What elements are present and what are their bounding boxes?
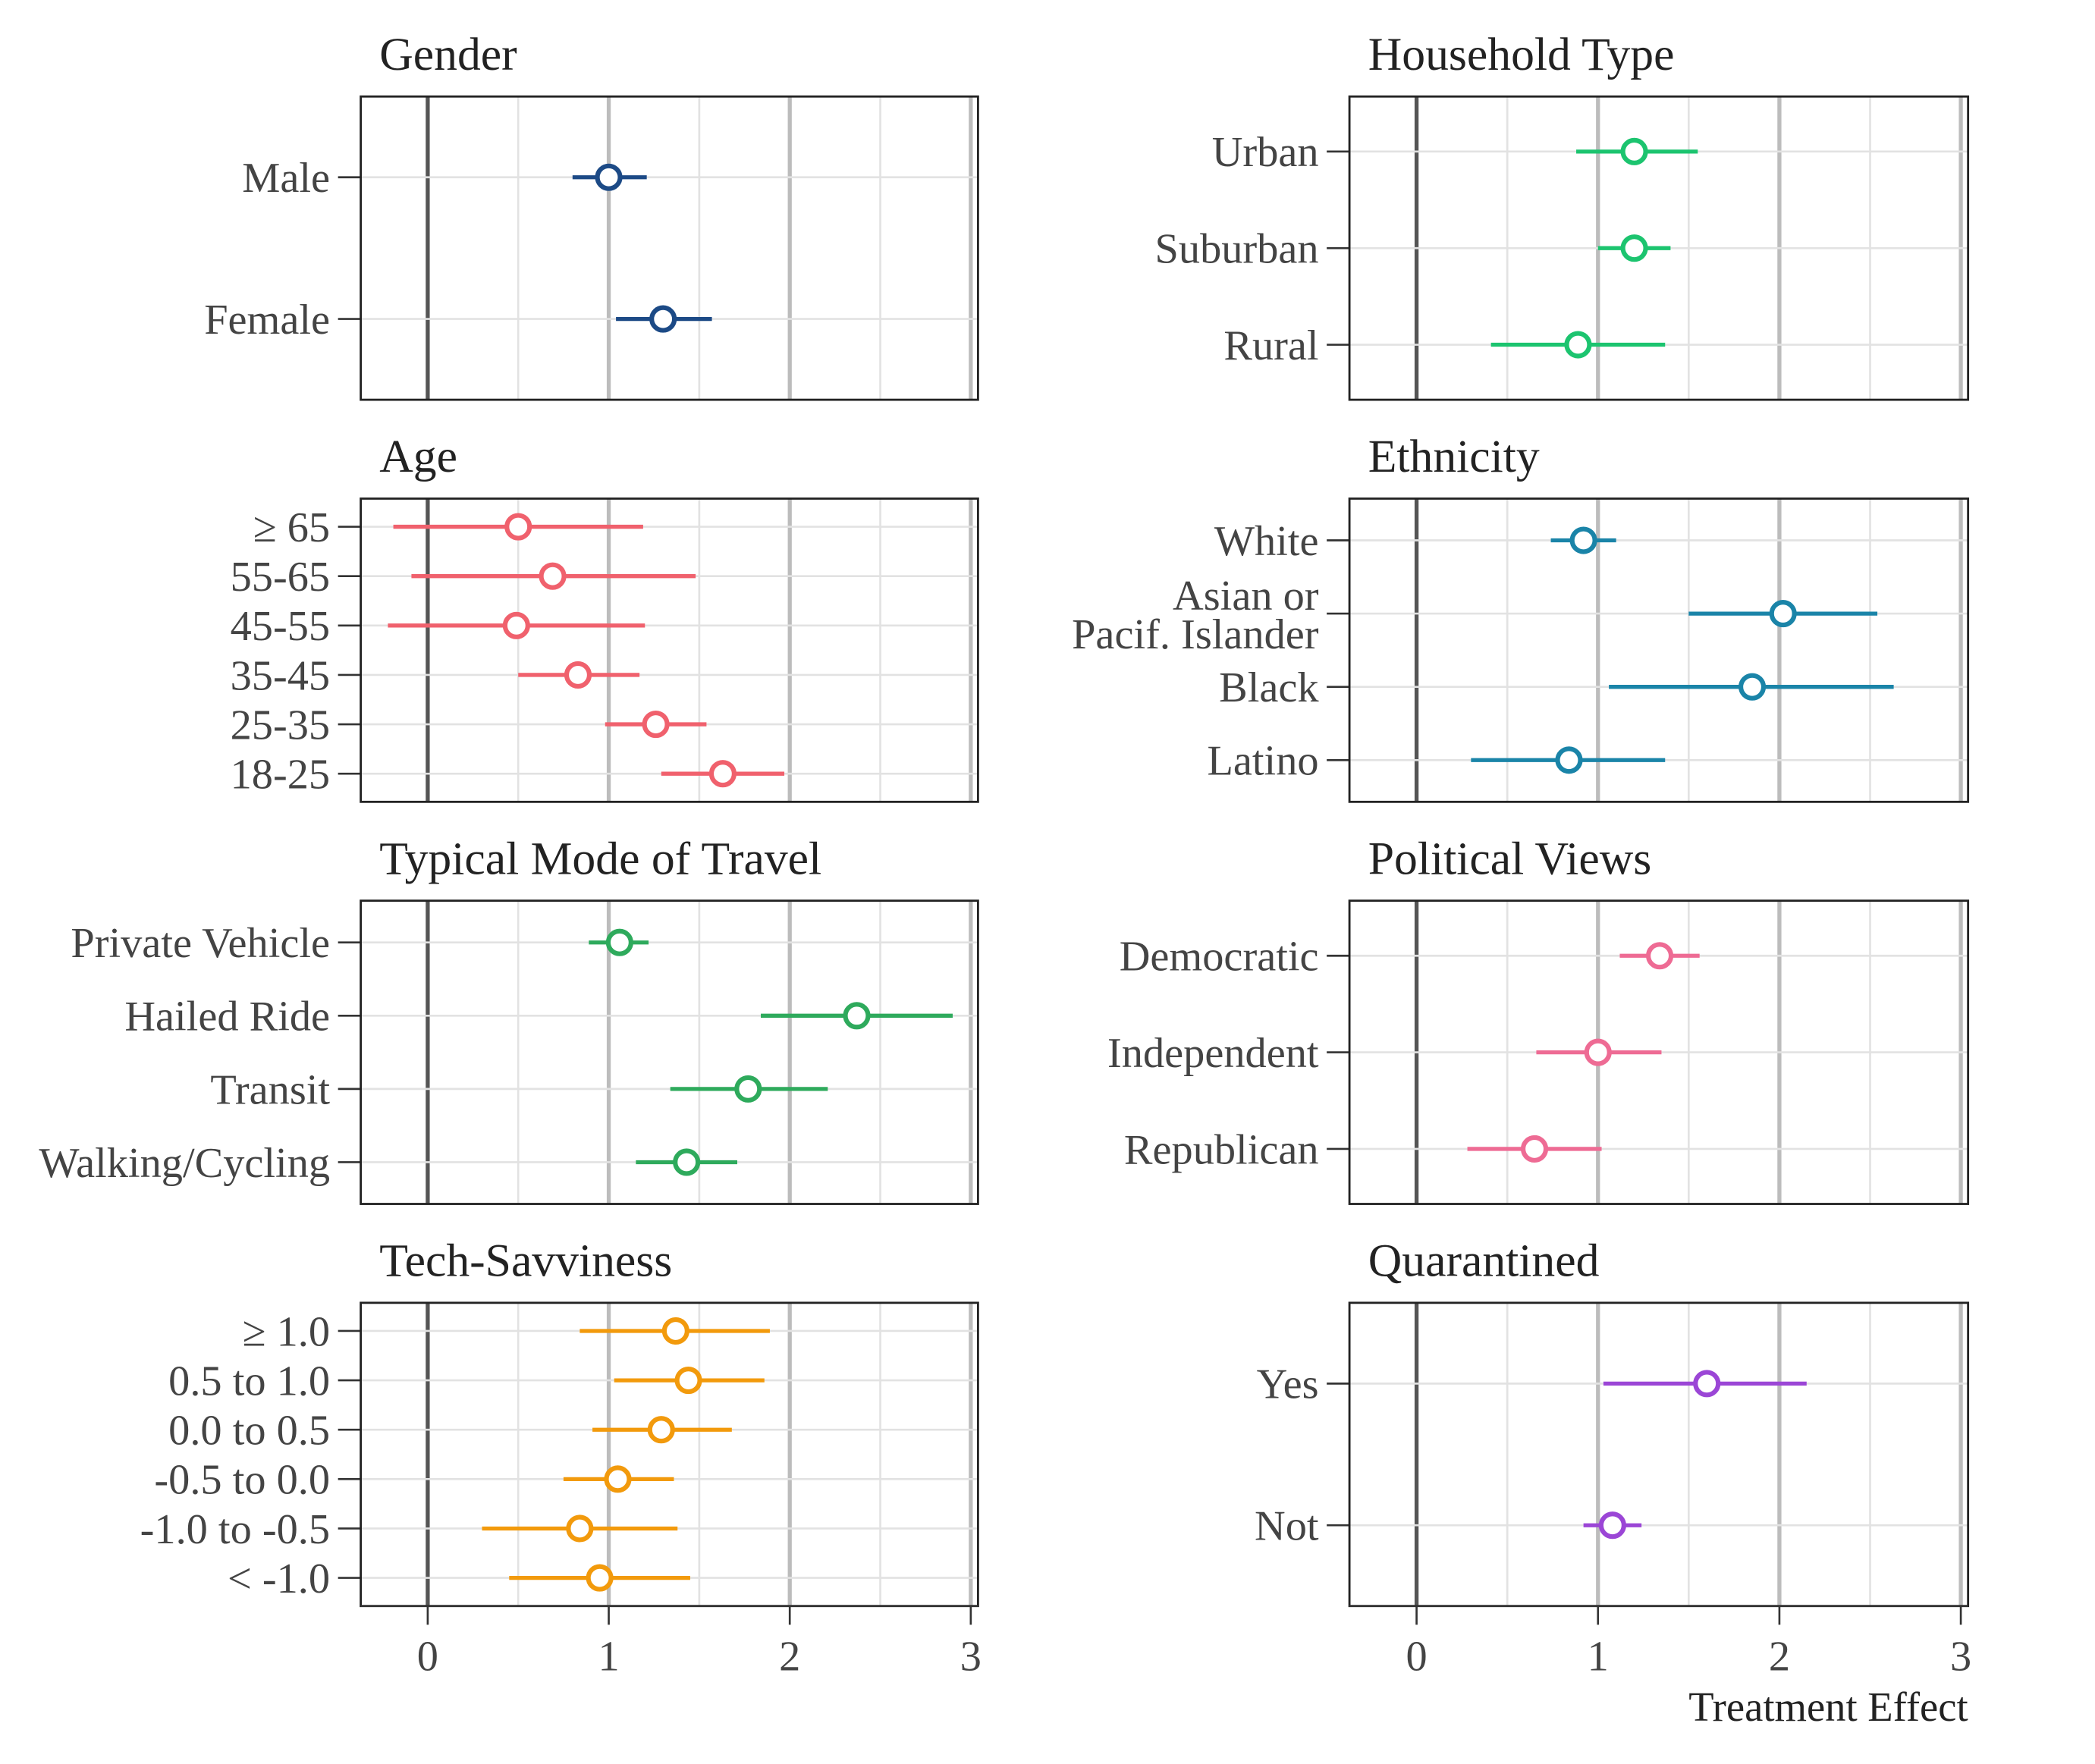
y-tick-label-line: Asian or (1173, 573, 1319, 620)
y-tick-label: Urban (1212, 129, 1319, 176)
panel-ethnicity: Ethnicity White Asian or Pacif. Islander Bla… (1072, 431, 1970, 803)
panel-title: Ethnicity (1368, 431, 1540, 482)
y-tick-label: ≥ 1.0 (243, 1308, 330, 1355)
point-estimate (1646, 942, 1674, 970)
point-estimate (595, 163, 623, 191)
panel-frame (360, 1301, 979, 1608)
panel-frame (1348, 899, 1970, 1205)
y-tick-label: ≥ 65 (253, 504, 330, 551)
panel-title: Typical Mode of Travel (379, 833, 821, 884)
panel-title: Quarantined (1368, 1235, 1600, 1287)
y-tick-label: Democratic (1120, 934, 1319, 981)
point-estimate (539, 562, 567, 590)
x-tick-label: 1 (598, 1633, 619, 1680)
point-estimate (1620, 137, 1648, 165)
y-tick-label: Hailed Ride (124, 993, 330, 1041)
y-tick-label: 45-55 (231, 603, 331, 650)
panel-tech-savviness: Tech-Savviness≥ 1.00.5 to 1.00.0 to 0.5-… (140, 1235, 982, 1681)
panel-typical-mode-of-travel: Typical Mode of Travel Private Vehicle Hai… (39, 833, 979, 1205)
point-estimate (1693, 1370, 1721, 1398)
y-tick-label: 25-35 (231, 702, 331, 749)
panel-title: Age (379, 431, 457, 482)
point-estimate (1620, 234, 1648, 262)
point-estimate (674, 1367, 702, 1395)
point-estimate (1555, 746, 1583, 774)
y-tick-label: Not (1255, 1503, 1319, 1550)
point-estimate (1564, 331, 1592, 359)
panel-gender: Gender Male Female (204, 29, 979, 401)
y-tick-label: White (1214, 518, 1319, 565)
y-tick-label: Suburban (1155, 226, 1319, 273)
point-estimate (586, 1564, 614, 1592)
x-axis-label: Treatment Effect (1688, 1684, 1968, 1730)
y-tick-label: -0.5 to 0.0 (154, 1457, 330, 1504)
point-estimate (502, 611, 530, 639)
point-estimate (647, 1416, 675, 1444)
panel-quarantined: Quarantined Yes Not 0 1 2 3 (1255, 1235, 1971, 1681)
y-tick-label: Republican (1124, 1126, 1319, 1173)
y-tick-label: Independent (1107, 1030, 1319, 1077)
panel-frame (1348, 95, 1970, 401)
point-estimate (1738, 673, 1767, 701)
point-estimate (661, 1317, 689, 1345)
y-tick-label: < -1.0 (228, 1555, 330, 1602)
x-tick-label: 0 (417, 1633, 438, 1680)
y-tick-label-line: Pacif. Islander (1072, 611, 1319, 658)
y-tick-label: Asian or Pacif. Islander (1072, 573, 1319, 658)
panel-frame (360, 899, 979, 1205)
panel-frame (360, 497, 979, 803)
point-estimate (642, 711, 670, 739)
point-estimate (605, 928, 633, 956)
x-tick-label: 1 (1588, 1633, 1609, 1680)
x-tick-label: 2 (779, 1633, 800, 1680)
y-tick-label: -1.0 to -0.5 (140, 1506, 330, 1553)
y-tick-label: 0.5 to 1.0 (168, 1358, 330, 1405)
point-estimate (708, 760, 737, 788)
y-tick-label: 55-65 (231, 554, 331, 601)
point-estimate (1769, 600, 1797, 628)
y-tick-label: Female (204, 297, 330, 344)
panel-political-views: Political Views Democratic Independent Repu… (1107, 833, 1970, 1205)
y-tick-label: Yes (1257, 1361, 1319, 1408)
y-tick-label: Rural (1223, 322, 1318, 369)
x-tick-label: 0 (1406, 1633, 1427, 1680)
y-tick-label: 18-25 (231, 752, 331, 799)
y-tick-label: Private Vehicle (71, 920, 330, 967)
panel-household-type: Household Type Urban Suburban Rural (1155, 29, 1970, 401)
point-estimate (566, 1514, 594, 1543)
x-tick-label: 2 (1769, 1633, 1790, 1680)
y-tick-label: Black (1219, 664, 1319, 711)
point-estimate (504, 513, 532, 541)
x-tick-label: 3 (1950, 1633, 1971, 1680)
y-tick-label: 35-45 (231, 652, 331, 699)
panel-title: Political Views (1368, 833, 1652, 884)
panel-title: Household Type (1368, 29, 1675, 80)
x-tick-label: 3 (960, 1633, 982, 1680)
panel-frame (1348, 1301, 1970, 1608)
point-estimate (843, 1002, 871, 1030)
y-tick-label: Latino (1207, 738, 1318, 785)
panel-title: Tech-Savviness (379, 1235, 672, 1287)
panel-frame (360, 95, 979, 401)
y-tick-label: 0.0 to 0.5 (168, 1408, 330, 1455)
panel-title: Gender (379, 29, 517, 80)
point-estimate (673, 1148, 701, 1176)
point-estimate (1569, 526, 1597, 554)
point-estimate (1520, 1135, 1549, 1163)
point-estimate (1584, 1038, 1612, 1066)
y-tick-label: Transit (210, 1066, 330, 1113)
point-estimate (1598, 1511, 1626, 1540)
y-tick-label: Male (242, 155, 330, 202)
point-estimate (649, 305, 677, 333)
y-tick-label: Walking/Cycling (39, 1140, 330, 1187)
point-estimate (604, 1465, 632, 1493)
point-estimate (734, 1075, 762, 1103)
point-estimate (564, 661, 592, 689)
panel-frame (1348, 497, 1970, 803)
